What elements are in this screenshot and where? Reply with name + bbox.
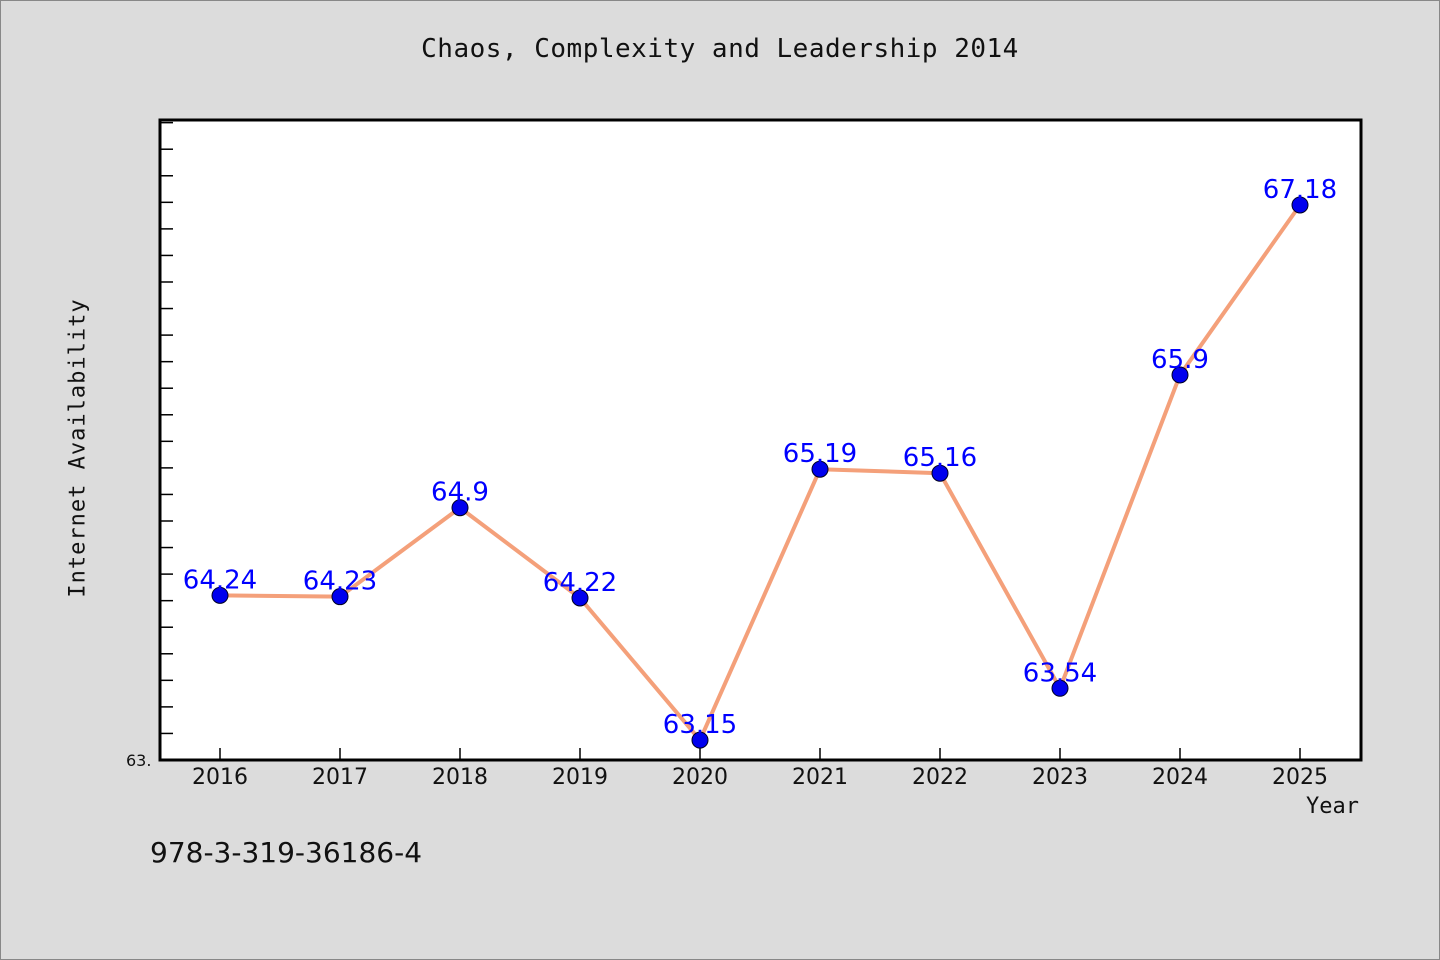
data-label: 63.15 bbox=[663, 710, 737, 740]
chart-title: Chaos, Complexity and Leadership 2014 bbox=[421, 34, 1019, 64]
series-polyline bbox=[219, 203, 1302, 743]
series-line bbox=[219, 203, 1302, 743]
x-tick-label: 2023 bbox=[1032, 765, 1088, 790]
data-label: 65.9 bbox=[1151, 345, 1209, 375]
data-label: 65.16 bbox=[903, 443, 977, 473]
x-tick-label: 2016 bbox=[192, 765, 248, 790]
data-point bbox=[451, 499, 469, 517]
data-point bbox=[571, 589, 589, 607]
data-label: 64.22 bbox=[543, 568, 617, 598]
data-point bbox=[211, 586, 229, 604]
data-point bbox=[691, 731, 709, 749]
data-point bbox=[931, 464, 949, 482]
x-tick-label: 2017 bbox=[312, 765, 368, 790]
x-tick-label: 2018 bbox=[432, 765, 488, 790]
x-tick-label: 2020 bbox=[672, 765, 728, 790]
x-tick-label: 2024 bbox=[1152, 765, 1208, 790]
isbn-text: 978-3-319-36186-4 bbox=[150, 836, 423, 869]
x-axis-label: Year bbox=[1306, 794, 1359, 819]
x-tick-label: 2019 bbox=[552, 765, 608, 790]
data-point bbox=[1171, 366, 1189, 384]
y-axis-ticks bbox=[160, 121, 173, 761]
data-label: 63.54 bbox=[1023, 658, 1097, 688]
data-label: 64.9 bbox=[431, 478, 489, 508]
series-points bbox=[211, 196, 1309, 749]
data-label: 64.24 bbox=[183, 565, 257, 595]
x-tick-label: 2022 bbox=[912, 765, 968, 790]
data-point bbox=[331, 588, 349, 606]
data-label: 64.23 bbox=[303, 567, 377, 597]
data-label: 67.18 bbox=[1263, 175, 1337, 205]
data-point bbox=[1291, 196, 1309, 214]
series-labels: 64.24 64.23 64.9 64.22 63.15 65.19 65.16 63.54 6… bbox=[183, 175, 1337, 740]
x-tick-label: 2021 bbox=[792, 765, 848, 790]
data-label: 65.19 bbox=[783, 439, 857, 469]
x-axis-ticks: 2016 2017 2018 2019 2020 2021 2022 2023 2024 2025 bbox=[192, 748, 1328, 790]
data-point bbox=[1051, 679, 1069, 697]
y-axis-label: Internet Availability bbox=[65, 298, 91, 598]
y-tick-label: 63. bbox=[126, 751, 151, 770]
plot-area bbox=[158, 118, 1363, 762]
x-tick-label: 2025 bbox=[1272, 765, 1328, 790]
data-point bbox=[811, 460, 829, 478]
